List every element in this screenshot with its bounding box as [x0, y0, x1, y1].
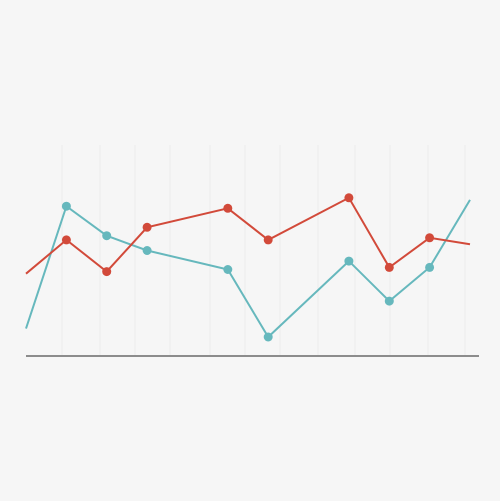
series-0-point-8: [344, 256, 354, 266]
series-1-point-6: [263, 235, 273, 245]
gridlines: [61, 145, 466, 356]
series-1-line: [25, 196, 471, 275]
series-1-point-5: [223, 203, 233, 213]
series-0-point-2: [102, 231, 112, 241]
series-group: [25, 193, 471, 342]
series-1-point-3: [142, 222, 152, 232]
series-0-point-9: [384, 296, 394, 306]
series-0-point-3: [142, 246, 152, 255]
series-0-point-5: [223, 265, 233, 274]
series-1-point-9: [384, 262, 394, 272]
series-1-point-1: [61, 235, 71, 245]
series-0-point-6: [263, 332, 273, 342]
series-0-point-10: [425, 262, 435, 272]
series-1-point-8: [344, 193, 354, 203]
series-1-point-2: [102, 267, 112, 277]
series-1-point-10: [425, 233, 435, 243]
series-0-line: [25, 199, 471, 339]
series-0-point-1: [61, 201, 71, 211]
